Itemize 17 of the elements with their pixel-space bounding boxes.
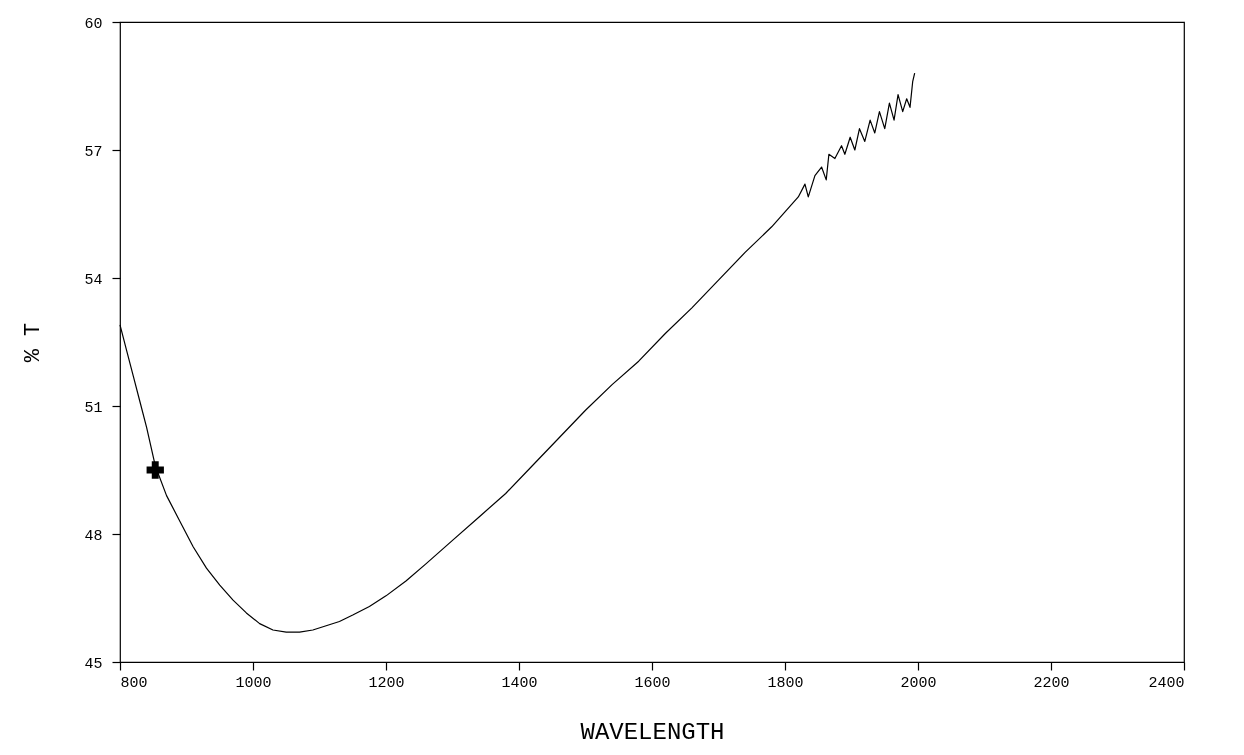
- x-tick-label: 800: [120, 674, 148, 692]
- y-tick-label: 45: [84, 655, 103, 673]
- x-tick-label: 1200: [368, 674, 405, 692]
- y-tick-label: 57: [84, 143, 103, 161]
- x-tick-label: 2000: [900, 674, 937, 692]
- y-tick-label: 51: [84, 399, 103, 417]
- y-axis-title: % T: [21, 322, 47, 363]
- y-tick-label: 54: [84, 271, 103, 289]
- x-tick-label: 1600: [634, 674, 671, 692]
- y-tick-label: 60: [84, 15, 103, 33]
- y-tick-label: 48: [84, 527, 103, 545]
- x-tick-label: 1000: [235, 674, 272, 692]
- x-tick-label: 1800: [767, 674, 804, 692]
- x-tick-label: 2200: [1033, 674, 1070, 692]
- x-tick-label: 2400: [1148, 674, 1185, 692]
- x-tick-label: 1400: [501, 674, 538, 692]
- x-axis-title: WAVELENGTH: [580, 718, 725, 746]
